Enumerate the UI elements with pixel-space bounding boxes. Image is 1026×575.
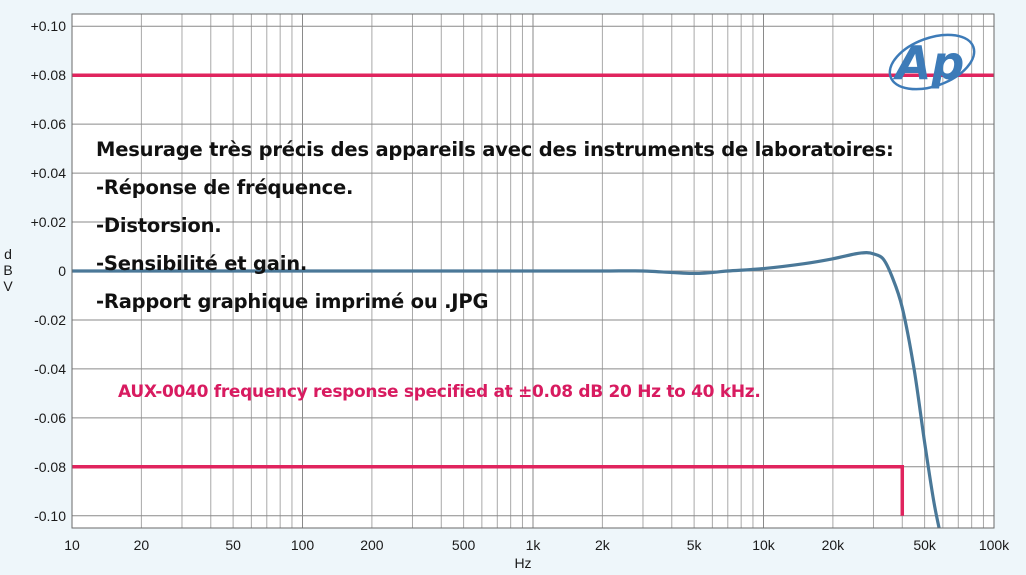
y-tick-label: -0.02 (34, 312, 66, 328)
y-tick-label: +0.06 (31, 116, 67, 132)
x-tick-label: 5k (687, 537, 703, 553)
overlay-line: -Réponse de fréquence. (96, 176, 354, 199)
overlay-line: -Rapport graphique imprimé ou .JPG (96, 290, 489, 313)
y-tick-label: -0.06 (34, 410, 66, 426)
overlay-line: -Distorsion. (96, 214, 222, 237)
x-tick-label: 10 (64, 537, 80, 553)
y-tick-label: +0.08 (31, 67, 67, 83)
overlay-text-block: Mesurage très précis des appareils avec … (96, 131, 894, 321)
plot-border (71, 13, 995, 529)
x-tick-label: 10k (752, 537, 776, 553)
x-tick-label: 20 (134, 537, 150, 553)
x-tick-label: 500 (452, 537, 476, 553)
y-tick-label: -0.04 (34, 361, 66, 377)
x-tick-label: 2k (595, 537, 611, 553)
y-tick-label: -0.08 (34, 459, 66, 475)
y-tick-label: +0.02 (31, 214, 67, 230)
y-tick-label: 0 (58, 263, 66, 279)
overlay-line: -Sensibilité et gain. (96, 252, 308, 275)
limit-lines (72, 73, 994, 516)
x-tick-label: 100 (291, 537, 315, 553)
x-tick-label: 50k (913, 537, 937, 553)
logo-text: Ap (893, 36, 965, 90)
x-tick-label: 20k (822, 537, 846, 553)
series-group (72, 251, 941, 528)
x-tick-label: 200 (360, 537, 384, 553)
y-tick-label: +0.10 (31, 18, 67, 34)
ap-logo: Ap (888, 33, 976, 91)
spec-annotation: AUX-0040 frequency response specified at… (118, 382, 761, 402)
x-tick-label: 1k (526, 537, 542, 553)
y-tick-labels: +0.10 +0.08 +0.06 +0.04 +0.02 0 -0.02 -0.04 -0.0… (31, 18, 67, 524)
x-axis-title: Hz (514, 555, 531, 571)
y-tick-label: -0.10 (34, 508, 66, 524)
limit-line-2 (72, 465, 905, 516)
x-tick-label: 100k (979, 537, 1010, 553)
y-tick-label: +0.04 (31, 165, 67, 181)
x-tick-labels: 10 20 50 100 200 500 1k 2k 5k 10k 20k 50k 100k (64, 537, 1010, 553)
x-tick-label: 50 (225, 537, 241, 553)
series-line-1 (72, 251, 941, 528)
overlay-line: Mesurage très précis des appareils avec … (96, 138, 894, 161)
